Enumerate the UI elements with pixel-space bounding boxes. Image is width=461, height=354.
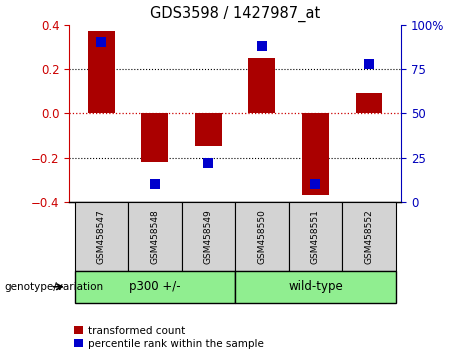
Bar: [182, 202, 235, 271]
Point: [365, 61, 372, 67]
Text: p300 +/-: p300 +/-: [129, 280, 181, 293]
Point: [258, 43, 266, 49]
Bar: [235, 202, 289, 271]
Text: GSM458552: GSM458552: [365, 209, 373, 264]
Bar: [289, 202, 342, 271]
Title: GDS3598 / 1427987_at: GDS3598 / 1427987_at: [150, 6, 320, 22]
Text: GSM458547: GSM458547: [97, 209, 106, 264]
Point: [151, 181, 159, 187]
Bar: [195, 113, 222, 147]
Point: [205, 160, 212, 166]
Bar: [142, 113, 168, 162]
Bar: [88, 32, 115, 113]
Bar: [342, 202, 396, 271]
Text: GSM458548: GSM458548: [150, 209, 160, 264]
Text: genotype/variation: genotype/variation: [5, 282, 104, 292]
Text: GSM458551: GSM458551: [311, 209, 320, 264]
Bar: [75, 271, 235, 303]
Text: wild-type: wild-type: [288, 280, 343, 293]
Point: [98, 40, 105, 45]
Bar: [355, 93, 382, 113]
Bar: [248, 58, 275, 113]
Point: [312, 181, 319, 187]
Bar: [75, 202, 128, 271]
Text: GSM458549: GSM458549: [204, 209, 213, 264]
Legend: transformed count, percentile rank within the sample: transformed count, percentile rank withi…: [74, 326, 264, 349]
Bar: [128, 202, 182, 271]
Bar: [302, 113, 329, 195]
Bar: [235, 271, 396, 303]
Text: GSM458550: GSM458550: [257, 209, 266, 264]
